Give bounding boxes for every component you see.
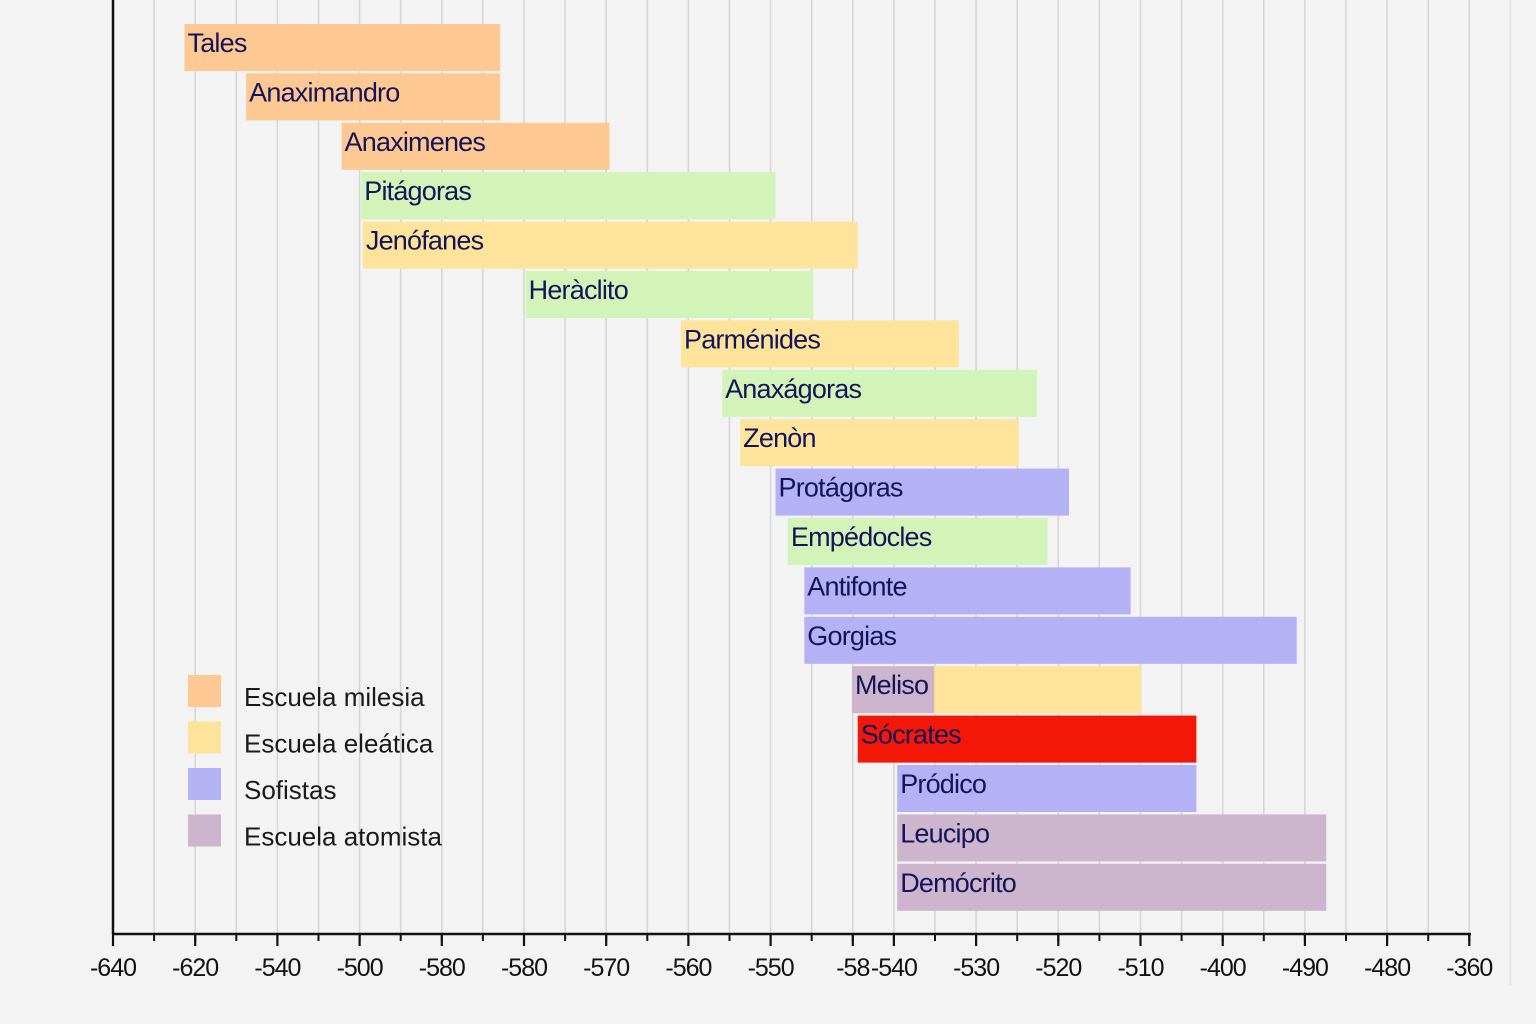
bar-label: Empédocles xyxy=(791,522,932,552)
bar-label: Sócrates xyxy=(861,720,961,750)
tick-label: -560 xyxy=(665,954,711,982)
tick-label: -530 xyxy=(953,954,999,982)
bar-rect xyxy=(341,122,610,170)
bar-pitágoras: Pitágoras xyxy=(361,172,776,220)
bar-leucipo: Leucipo xyxy=(897,814,1327,862)
bar-meliso: Meliso xyxy=(851,666,1142,714)
bar-label: Antifonte xyxy=(807,571,906,601)
bar-rect xyxy=(362,221,858,269)
bar-demócrito: Demócrito xyxy=(897,863,1327,911)
legend-swatch xyxy=(188,814,221,847)
bar-gorgias: Gorgias xyxy=(804,616,1297,664)
bar-protágoras: Protágoras xyxy=(775,468,1069,516)
bar-label: Tales xyxy=(188,28,247,58)
bar-empédocles: Empédocles xyxy=(787,518,1048,565)
bar-anaximandro: Anaximandro xyxy=(246,73,501,121)
bar-rect xyxy=(740,419,1019,467)
bar-label: Pródico xyxy=(900,769,986,799)
tick-label: -550 xyxy=(748,954,794,982)
bar-rect xyxy=(804,567,1131,615)
tick-label: -360 xyxy=(1446,954,1492,982)
bar-label: Parménides xyxy=(684,324,820,354)
legend-swatch xyxy=(188,675,221,707)
tick-label: -620 xyxy=(172,954,218,982)
bar-rect xyxy=(361,172,776,220)
tick-label: -580 xyxy=(501,954,547,982)
bar-label: Zenòn xyxy=(743,423,816,453)
bar-label: Jenófanes xyxy=(366,226,484,256)
bar-label: Meliso xyxy=(855,670,928,700)
tick-label: -570 xyxy=(583,954,629,982)
tick-label: -540 xyxy=(254,954,300,982)
bar-zenòn: Zenòn xyxy=(740,419,1019,467)
tick-label: -400 xyxy=(1200,954,1246,982)
bar-label: Anaximandro xyxy=(249,77,399,107)
bar-label: Leucipo xyxy=(900,818,989,848)
legend-swatch xyxy=(188,768,221,800)
bar-label: Anaximenes xyxy=(345,127,486,157)
bar-sócrates: Sócrates xyxy=(857,715,1197,763)
bar-rect xyxy=(246,73,501,121)
bar-rect xyxy=(897,765,1197,812)
tick-label: -58 xyxy=(836,954,869,982)
bar-label: Heràclito xyxy=(529,275,628,305)
bar-heràclito: Heràclito xyxy=(525,271,814,318)
tick-label: -520 xyxy=(1035,954,1081,982)
bar-parménides: Parménides xyxy=(681,320,959,368)
bar-label: Gorgias xyxy=(807,621,896,651)
bar-antifonte: Antifonte xyxy=(804,567,1131,615)
bar-rect xyxy=(897,863,1327,911)
bar-rect xyxy=(681,320,959,368)
tick-label: -490 xyxy=(1282,954,1328,982)
tick-label: -510 xyxy=(1117,954,1163,982)
bar-anaximenes: Anaximenes xyxy=(341,122,610,170)
legend: Escuela milesia Escuela eleática Sofistas E… xyxy=(188,675,443,852)
bar-tales: Tales xyxy=(184,24,501,71)
bar-rect xyxy=(775,468,1069,516)
tick-label: -540 xyxy=(871,954,917,982)
bar-rect xyxy=(897,814,1327,862)
tick-label: -580 xyxy=(419,954,465,982)
bar-rect xyxy=(787,518,1048,565)
tick-label: -640 xyxy=(90,954,136,982)
bar-rect xyxy=(804,616,1297,664)
bar-rect xyxy=(857,715,1197,763)
legend-swatch xyxy=(188,721,221,754)
bar-jenófanes: Jenófanes xyxy=(362,221,858,269)
bar-rect xyxy=(184,24,501,71)
bar-label: Protágoras xyxy=(779,473,903,503)
legend-label: Escuela eleática xyxy=(244,729,434,759)
bar-rect xyxy=(722,369,1037,417)
bar-rect xyxy=(525,271,814,318)
x-axis xyxy=(111,0,1471,936)
bar-label: Anaxágoras xyxy=(725,374,861,404)
legend-label: Escuela milesia xyxy=(244,682,425,712)
tick-label: -480 xyxy=(1364,954,1410,982)
bar-anaxágoras: Anaxágoras xyxy=(722,369,1037,417)
legend-label: Escuela atomista xyxy=(244,822,443,852)
bar-rect-segment xyxy=(851,666,935,714)
tick-label: -500 xyxy=(337,954,383,982)
bar-label: Pitágoras xyxy=(364,176,471,206)
bar-pródico: Pródico xyxy=(897,765,1197,812)
legend-label: Sofistas xyxy=(244,775,337,805)
bar-label: Demócrito xyxy=(900,868,1016,898)
x-ticks: -640 -620 -540 -500 -580 -580 -570 -560 -550 -58-… xyxy=(90,934,1493,982)
